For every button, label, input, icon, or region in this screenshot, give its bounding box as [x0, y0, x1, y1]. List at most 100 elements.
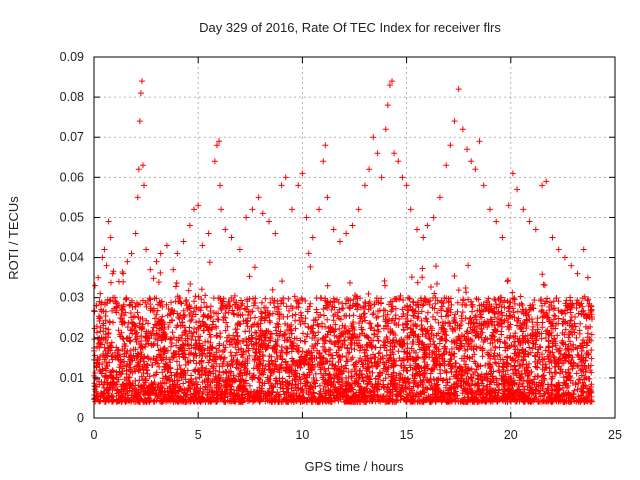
data-point — [462, 337, 469, 344]
data-point — [369, 351, 376, 358]
data-point — [381, 282, 388, 289]
data-point — [191, 304, 198, 311]
data-point — [230, 310, 237, 317]
data-point — [346, 312, 353, 319]
data-point — [277, 328, 284, 335]
data-point — [541, 282, 548, 289]
data-point — [224, 323, 231, 330]
data-point — [400, 336, 407, 343]
data-point — [546, 299, 553, 306]
data-point — [430, 338, 437, 345]
data-point — [271, 304, 278, 311]
data-point — [355, 358, 362, 365]
data-point — [315, 329, 322, 336]
data-point — [223, 338, 230, 345]
data-point — [454, 299, 461, 306]
data-point — [258, 299, 265, 306]
data-point — [523, 316, 530, 323]
data-point — [519, 380, 526, 387]
data-point — [143, 303, 150, 310]
data-point — [350, 296, 357, 303]
data-point — [210, 351, 217, 358]
data-point — [510, 309, 517, 316]
data-point — [366, 319, 373, 326]
data-point — [172, 283, 179, 290]
data-point — [250, 302, 257, 309]
data-point — [312, 370, 319, 377]
data-point — [126, 302, 133, 309]
data-point — [573, 334, 580, 341]
data-point — [567, 294, 574, 301]
data-point — [533, 364, 540, 371]
data-point — [262, 295, 269, 302]
data-point — [588, 347, 595, 354]
data-point — [571, 387, 578, 394]
data-point — [226, 298, 233, 305]
data-point — [226, 332, 233, 339]
data-point — [369, 369, 376, 376]
data-point — [283, 349, 290, 356]
data-point — [255, 305, 262, 312]
data-point — [494, 382, 501, 389]
data-point — [566, 338, 573, 345]
data-point — [272, 361, 279, 368]
data-point — [281, 320, 288, 327]
data-point — [468, 374, 475, 381]
data-point — [378, 300, 385, 307]
data-point — [173, 342, 180, 349]
data-point — [496, 344, 503, 351]
data-point — [187, 281, 194, 288]
data-point — [530, 323, 537, 330]
data-point — [363, 365, 370, 372]
data-point — [433, 263, 440, 270]
data-point — [110, 319, 117, 326]
data-point — [292, 317, 299, 324]
data-point — [299, 348, 306, 355]
data-point — [186, 324, 193, 331]
data-point — [465, 262, 472, 269]
data-point — [451, 273, 458, 280]
data-point — [470, 346, 477, 353]
data-point — [153, 311, 160, 318]
data-point — [431, 290, 438, 297]
data-point — [252, 329, 259, 336]
data-point — [91, 308, 98, 315]
data-point — [329, 352, 336, 359]
data-point — [127, 338, 134, 345]
data-point — [385, 325, 392, 332]
data-point — [170, 334, 177, 341]
data-point — [539, 271, 546, 278]
data-point — [478, 314, 485, 321]
data-point — [97, 314, 104, 321]
data-point — [324, 316, 331, 323]
data-point — [198, 296, 205, 303]
data-point — [268, 331, 275, 338]
data-point — [190, 308, 197, 315]
data-point — [233, 299, 240, 306]
data-point — [214, 316, 221, 323]
data-point — [234, 311, 241, 318]
data-point — [192, 375, 199, 382]
data-point — [574, 386, 581, 393]
data-point — [131, 393, 138, 400]
chart-title: Day 329 of 2016, Rate Of TEC Index for r… — [199, 20, 501, 35]
data-point — [509, 289, 516, 296]
data-point — [462, 285, 469, 292]
data-point — [501, 339, 508, 346]
data-point — [252, 349, 259, 356]
data-point — [445, 304, 452, 311]
data-point — [494, 310, 501, 317]
data-point — [146, 295, 153, 302]
data-point — [434, 309, 441, 316]
data-point — [384, 311, 391, 318]
data-point — [165, 323, 172, 330]
data-point — [126, 361, 133, 368]
data-point — [375, 350, 382, 357]
data-point — [577, 356, 584, 363]
data-point — [423, 316, 430, 323]
data-point — [584, 297, 591, 304]
data-point — [357, 355, 364, 362]
data-point — [102, 325, 109, 332]
data-point — [506, 324, 513, 331]
